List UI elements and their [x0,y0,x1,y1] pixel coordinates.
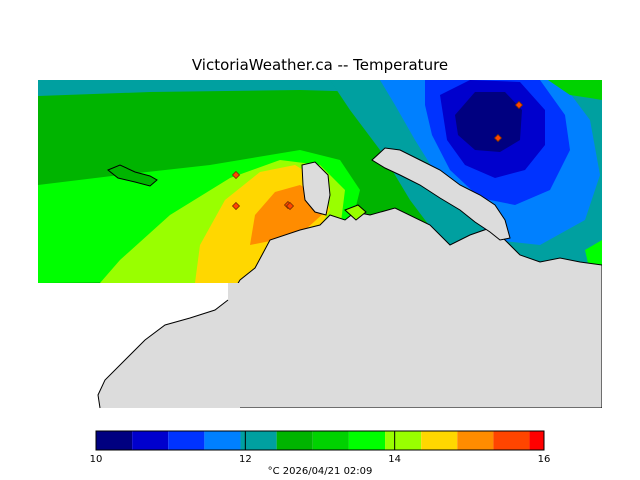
legend-swatch [421,431,458,450]
legend-swatch [240,431,277,450]
island-west [107,164,158,187]
legend-swatch [168,431,205,450]
legend-swatch [385,431,422,450]
legend-swatch [312,431,349,450]
coast-lower [97,299,229,409]
legend-tick-label: 12 [239,454,252,465]
temp-band-navy [455,92,522,152]
peninsula [301,161,331,216]
station-marker[interactable] [493,133,503,143]
legend-swatch [276,431,313,450]
land-mass-lower [98,283,240,408]
station-marker[interactable] [285,201,295,211]
legend-swatch [132,431,169,450]
station-marker[interactable] [514,100,524,110]
legend-swatch [529,431,544,450]
temp-band-teal-ne [548,80,602,100]
legend-swatch [348,431,386,450]
page-title: VictoriaWeather.ca -- Temperature [191,56,449,74]
legend-swatch [96,431,133,450]
legend-tick-label: 16 [538,454,551,465]
island-small [344,204,367,221]
station-marker[interactable] [231,201,241,211]
station-marker[interactable] [231,170,241,180]
legend-caption: °C 2026/04/21 02:09 [268,466,373,477]
legend-tick-label: 10 [90,454,103,465]
legend-swatch [204,431,241,450]
legend-swatch [457,431,494,450]
legend-swatch [493,431,530,450]
north-inlet-land [371,147,511,241]
legend-tick-label: 14 [388,454,401,465]
